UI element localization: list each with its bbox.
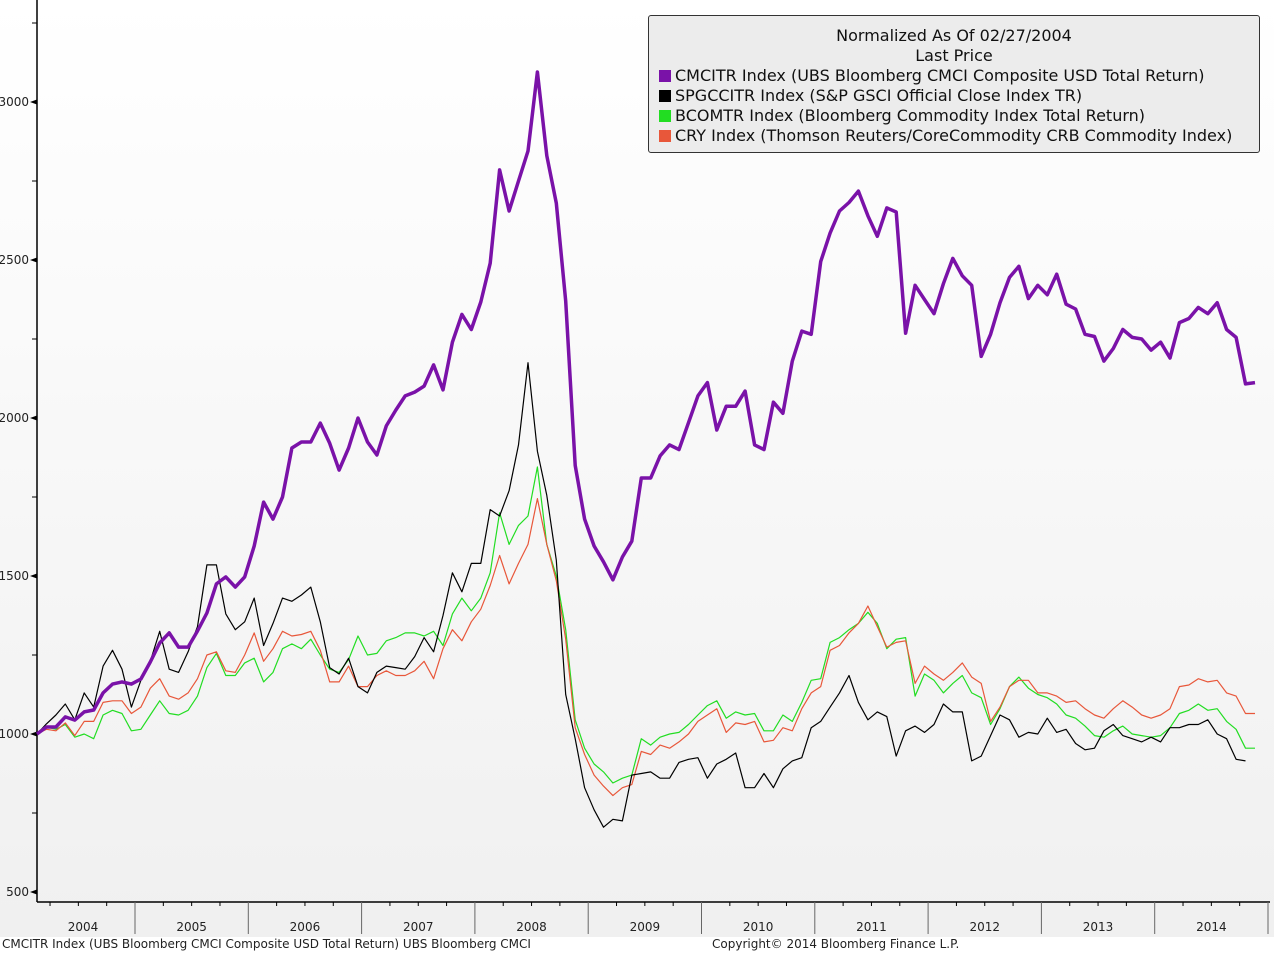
- series-line-cmcitr: [35, 70, 1256, 736]
- legend-subtitle: Last Price: [915, 46, 993, 65]
- series-line-bcomtr: [36, 466, 1255, 784]
- x-tick-label: 2011: [856, 920, 887, 934]
- y-tick-label: 3000: [0, 95, 29, 109]
- x-tick-label: 2009: [630, 920, 661, 934]
- y-major-tick: [30, 99, 37, 105]
- footer-blank-box: [1140, 938, 1274, 953]
- footer-copyright: Copyright© 2014 Bloomberg Finance L.P.: [712, 937, 960, 951]
- series-line-spgccitr: [36, 362, 1246, 828]
- footer-source: CMCITR Index (UBS Bloomberg CMCI Composi…: [2, 937, 531, 951]
- series-line-cry: [36, 498, 1255, 797]
- legend-swatch-cry: [659, 130, 671, 142]
- x-tick-label: 2010: [743, 920, 774, 934]
- legend-label-cry: CRY Index (Thomson Reuters/CoreCommodity…: [675, 126, 1233, 145]
- x-tick-label: 2005: [176, 920, 207, 934]
- legend-item-spgccitr: SPGCCITR Index (S&P GSCI Official Close …: [649, 86, 1259, 106]
- y-major-tick: [30, 889, 37, 895]
- x-tick-label: 2013: [1083, 920, 1114, 934]
- y-axis: 500 1000 1500 2000 2500 3000: [0, 0, 38, 902]
- y-tick-label: 1500: [0, 569, 29, 583]
- x-tick-label: 2004: [68, 920, 99, 934]
- y-tick-label: 500: [6, 885, 29, 899]
- y-major-tick: [30, 415, 37, 421]
- y-major-tick: [30, 573, 37, 579]
- x-axis: 2004 2005 2006 2007 2008 2009 2010 2011 2012 2013…: [37, 901, 1270, 934]
- y-major-tick: [30, 731, 37, 737]
- x-tick-label: 2006: [290, 920, 321, 934]
- y-tick-label: 2500: [0, 253, 29, 267]
- y-tick-label: 2000: [0, 411, 29, 425]
- legend-item-bcomtr: BCOMTR Index (Bloomberg Commodity Index …: [649, 106, 1259, 126]
- legend-swatch-spgccitr: [659, 90, 671, 102]
- y-tick-label: 1000: [0, 727, 29, 741]
- y-major-tick: [30, 257, 37, 263]
- legend-item-cry: CRY Index (Thomson Reuters/CoreCommodity…: [649, 126, 1259, 146]
- legend-title: Normalized As Of 02/27/2004: [836, 26, 1072, 45]
- x-tick-label: 2008: [516, 920, 547, 934]
- legend: Normalized As Of 02/27/2004 Last Price C…: [648, 15, 1260, 153]
- legend-swatch-cmcitr: [659, 70, 671, 82]
- legend-swatch-bcomtr: [659, 110, 671, 122]
- x-tick-label: 2012: [969, 920, 1000, 934]
- x-tick-label: 2007: [403, 920, 434, 934]
- legend-label-cmcitr: CMCITR Index (UBS Bloomberg CMCI Composi…: [675, 66, 1205, 85]
- legend-label-bcomtr: BCOMTR Index (Bloomberg Commodity Index …: [675, 106, 1146, 125]
- series-group: [35, 70, 1256, 828]
- legend-item-cmcitr: CMCITR Index (UBS Bloomberg CMCI Composi…: [649, 66, 1259, 86]
- x-tick-label: 2014: [1196, 920, 1227, 934]
- legend-label-spgccitr: SPGCCITR Index (S&P GSCI Official Close …: [675, 86, 1083, 105]
